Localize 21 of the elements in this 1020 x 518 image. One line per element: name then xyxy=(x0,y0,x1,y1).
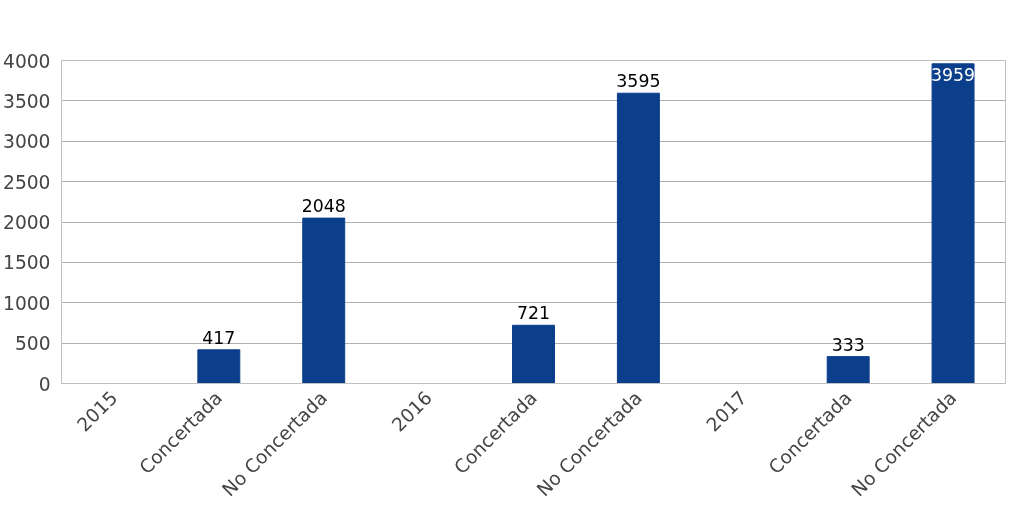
data-label: 3959 xyxy=(931,64,976,85)
data-label: 3595 xyxy=(616,71,661,92)
data-label: 721 xyxy=(516,303,551,324)
data-label: 333 xyxy=(831,334,865,355)
bar xyxy=(197,349,241,384)
y-tick-label: 3000 xyxy=(3,131,51,153)
y-tick-label: 500 xyxy=(14,333,51,355)
y-tick-label: 2000 xyxy=(3,212,51,233)
data-label: 2048 xyxy=(301,196,346,217)
y-tick-label: 2500 xyxy=(3,171,51,193)
data-label: 417 xyxy=(202,327,236,348)
y-tick-label: 0 xyxy=(38,373,51,395)
y-tick-label: 4000 xyxy=(3,50,51,72)
bar xyxy=(616,92,660,384)
bar xyxy=(302,217,346,384)
bar xyxy=(512,324,555,384)
y-tick-label: 1000 xyxy=(3,292,51,314)
y-tick-label: 3500 xyxy=(3,90,51,112)
bar xyxy=(826,356,870,384)
y-tick-label: 1500 xyxy=(3,252,51,274)
bar xyxy=(931,63,975,384)
